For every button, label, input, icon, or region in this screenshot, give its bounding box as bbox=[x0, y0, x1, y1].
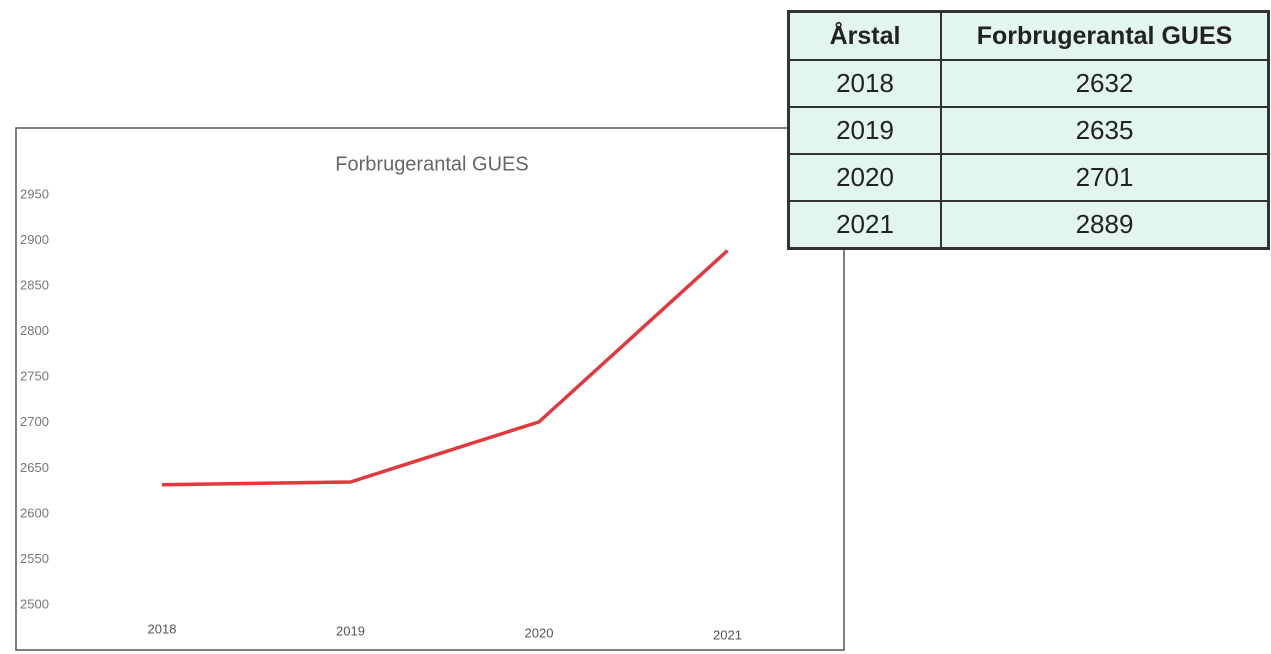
y-tick-label: 2600 bbox=[20, 505, 49, 520]
y-tick-label: 2750 bbox=[20, 369, 49, 384]
table-cell: 2019 bbox=[787, 106, 942, 155]
y-tick-label: 2950 bbox=[20, 186, 49, 201]
y-tick-label: 2550 bbox=[20, 551, 49, 566]
table-cell: 2018 bbox=[787, 59, 942, 108]
table-cell: 2635 bbox=[940, 106, 1270, 155]
header-cell: Årstal bbox=[787, 10, 942, 61]
x-tick-label: 2021 bbox=[713, 627, 742, 642]
table-cell: 2889 bbox=[940, 200, 1270, 250]
table-cell: 2021 bbox=[787, 200, 942, 250]
y-tick-label: 2700 bbox=[20, 414, 49, 429]
chart-title: Forbrugerantal GUES bbox=[335, 153, 528, 175]
chart-frame bbox=[15, 127, 845, 651]
y-tick-label: 2500 bbox=[20, 596, 49, 611]
table-row: 2019 2635 bbox=[787, 106, 1270, 155]
table-cell: 2020 bbox=[787, 153, 942, 202]
data-table: Årstal Forbrugerantal GUES 2018 2632 2019 2… bbox=[787, 10, 1270, 250]
header-cell: Forbrugerantal GUES bbox=[940, 10, 1270, 61]
x-tick-label: 2020 bbox=[525, 625, 554, 640]
table-header: Årstal Forbrugerantal GUES bbox=[787, 10, 1270, 61]
table-row: 2020 2701 bbox=[787, 153, 1270, 202]
table-cell: 2632 bbox=[940, 59, 1270, 108]
table-cell: 2701 bbox=[940, 153, 1270, 202]
x-tick-label: 2018 bbox=[148, 621, 177, 636]
y-tick-label: 2900 bbox=[20, 232, 49, 247]
data-line bbox=[161, 249, 729, 487]
x-tick-label: 2019 bbox=[336, 623, 365, 638]
table-row: 2021 2889 bbox=[787, 200, 1270, 250]
table-row: 2018 2632 bbox=[787, 59, 1270, 108]
y-tick-label: 2850 bbox=[20, 278, 49, 293]
y-tick-label: 2650 bbox=[20, 460, 49, 475]
y-tick-label: 2800 bbox=[20, 323, 49, 338]
